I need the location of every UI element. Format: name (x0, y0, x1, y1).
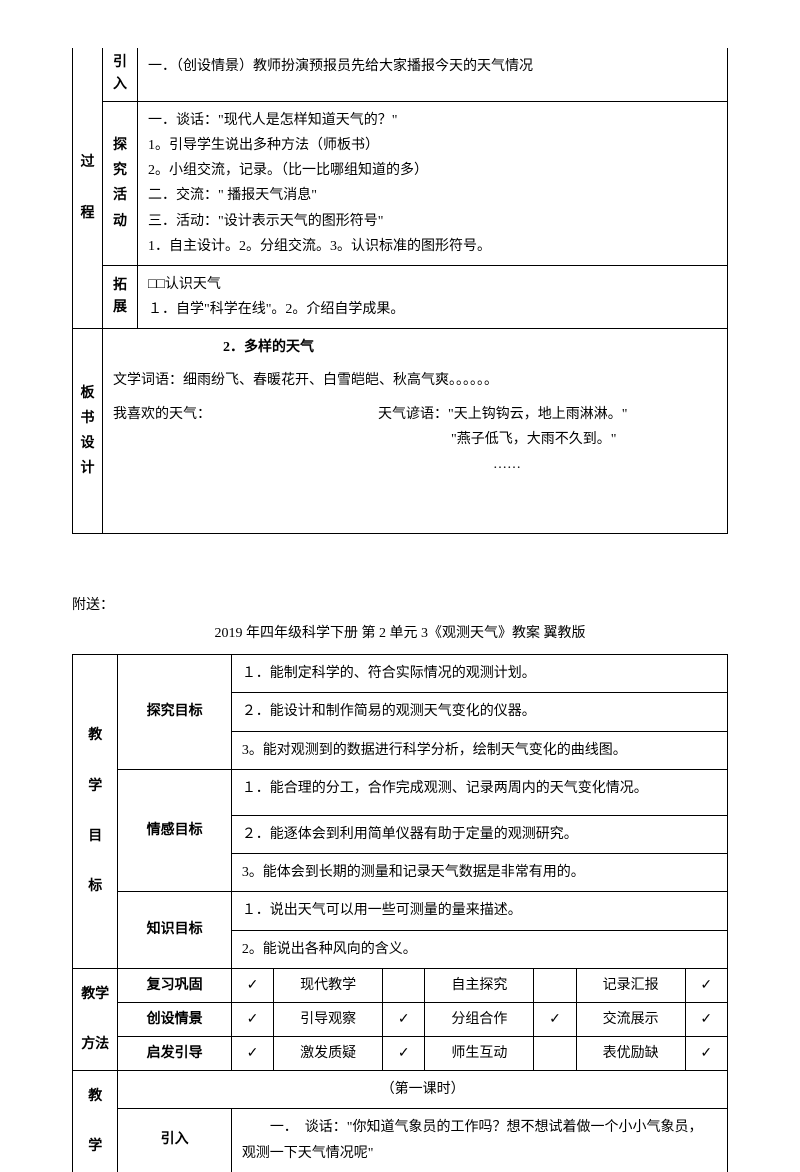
check-cell: ✓ (685, 1002, 727, 1036)
extend-header: 拓展 (103, 265, 138, 328)
process-header: 过 程 (73, 48, 103, 329)
explore-goal-1: １．能制定科学的、符合实际情况的观测计划。 (231, 655, 727, 693)
extend-content: □□认识天气 １．自学"科学在线"。2。介绍自学成果。 (138, 265, 728, 328)
explore-header: 探 究 活 动 (103, 101, 138, 265)
period-label: （第一课时） (118, 1071, 728, 1109)
goals-header: 教 学 目 标 (73, 655, 118, 969)
check-cell: ✓ (231, 1037, 273, 1071)
board-line-row: 我喜欢的天气： 天气谚语："天上钩钩云，地上雨淋淋。" (113, 402, 717, 427)
extend-line: １．自学"科学在线"。2。介绍自学成果。 (148, 297, 717, 322)
method-item: 自主探究 (425, 968, 534, 1002)
explore-goal-3: 3。能对观测到的数据进行科学分析，绘制天气变化的曲线图。 (231, 731, 727, 769)
explore-line: 二．交流：" 播报天气消息" (148, 183, 717, 208)
board-ellipsis: …… (113, 452, 717, 477)
explore-goal-header: 探究目标 (118, 655, 231, 770)
method-item: 分组合作 (425, 1002, 534, 1036)
check-cell: ✓ (685, 968, 727, 1002)
method-item: 师生互动 (425, 1037, 534, 1071)
attachment-label: 附送： (72, 594, 728, 614)
explore-content: 一．谈话："现代人是怎样知道天气的？" 1。引导学生说出多种方法（师板书） 2。… (138, 101, 728, 265)
explore-line: 1。引导学生说出多种方法（师板书） (148, 133, 717, 158)
check-cell: ✓ (231, 968, 273, 1002)
extend-line: □□认识天气 (148, 272, 717, 297)
board-proverb-2: "燕子低飞，大雨不久到。" (113, 427, 717, 452)
emotion-goal-1: １．能合理的分工，合作完成观测、记录两周内的天气变化情况。 (231, 769, 727, 815)
knowledge-goal-2: 2。能说出各种风向的含义。 (231, 930, 727, 968)
check-cell: ✓ (685, 1037, 727, 1071)
process-header-2: 教 学 (73, 1071, 118, 1172)
intro-content: 一．（创设情景）教师扮演预报员先给大家播报今天的天气情况 (138, 48, 728, 101)
explore-line: 2。小组交流，记录。（比一比哪组知道的多） (148, 158, 717, 183)
method-item: 创设情景 (118, 1002, 231, 1036)
method-item: 表优励缺 (576, 1037, 685, 1071)
check-cell (534, 1037, 576, 1071)
method-item: 启发引导 (118, 1037, 231, 1071)
explore-line: 1．自主设计。2。分组交流。3。认识标准的图形符号。 (148, 234, 717, 259)
method-item: 记录汇报 (576, 968, 685, 1002)
emotion-goal-header: 情感目标 (118, 769, 231, 892)
check-cell (383, 968, 425, 1002)
explore-line: 三．活动："设计表示天气的图形符号" (148, 209, 717, 234)
board-header: 板 书 设 计 (73, 329, 103, 534)
check-cell (534, 968, 576, 1002)
board-weather-like: 我喜欢的天气： (113, 407, 211, 422)
method-item: 引导观察 (274, 1002, 383, 1036)
board-content: 2．多样的天气 文学词语：细雨纷飞、春暖花开、白雪皑皑、秋高气爽。。。。。。 我… (103, 329, 728, 534)
explore-line: 一．谈话："现代人是怎样知道天气的？" (148, 108, 717, 133)
document-title: 2019 年四年级科学下册 第 2 单元 3《观测天气》教案 翼教版 (72, 622, 728, 642)
method-header: 教学 方法 (73, 968, 118, 1071)
method-item: 复习巩固 (118, 968, 231, 1002)
check-cell: ✓ (383, 1037, 425, 1071)
knowledge-goal-header: 知识目标 (118, 892, 231, 968)
method-item: 交流展示 (576, 1002, 685, 1036)
intro-content-2: 一． 谈话："你知道气象员的工作吗？想不想试着做一个小小气象员， 观测一下天气情… (231, 1109, 727, 1172)
intro-header: 引入 (103, 48, 138, 101)
lesson-table-2: 教 学 目 标 探究目标 １．能制定科学的、符合实际情况的观测计划。 ２．能设计… (72, 654, 728, 1172)
lesson-table-1: 过 程 引入 一．（创设情景）教师扮演预报员先给大家播报今天的天气情况 探 究 … (72, 48, 728, 534)
intro-line: 观测一下天气情况呢" (242, 1141, 717, 1166)
method-item: 现代教学 (274, 968, 383, 1002)
emotion-goal-3: 3。能体会到长期的测量和记录天气数据是非常有用的。 (231, 854, 727, 892)
check-cell: ✓ (383, 1002, 425, 1036)
method-item: 激发质疑 (274, 1037, 383, 1071)
board-proverb: 天气谚语："天上钩钩云，地上雨淋淋。" (378, 407, 627, 422)
board-title: 2．多样的天气 (113, 335, 717, 360)
emotion-goal-2: ２．能逐体会到利用简单仪器有助于定量的观测研究。 (231, 815, 727, 853)
check-cell: ✓ (231, 1002, 273, 1036)
knowledge-goal-1: １．说出天气可以用一些可测量的量来描述。 (231, 892, 727, 930)
board-line: 文学词语：细雨纷飞、春暖花开、白雪皑皑、秋高气爽。。。。。。 (113, 368, 717, 393)
check-cell: ✓ (534, 1002, 576, 1036)
intro-header-2: 引入 (118, 1109, 231, 1172)
intro-line: 一． 谈话："你知道气象员的工作吗？想不想试着做一个小小气象员， (242, 1115, 717, 1140)
explore-goal-2: ２．能设计和制作简易的观测天气变化的仪器。 (231, 693, 727, 731)
